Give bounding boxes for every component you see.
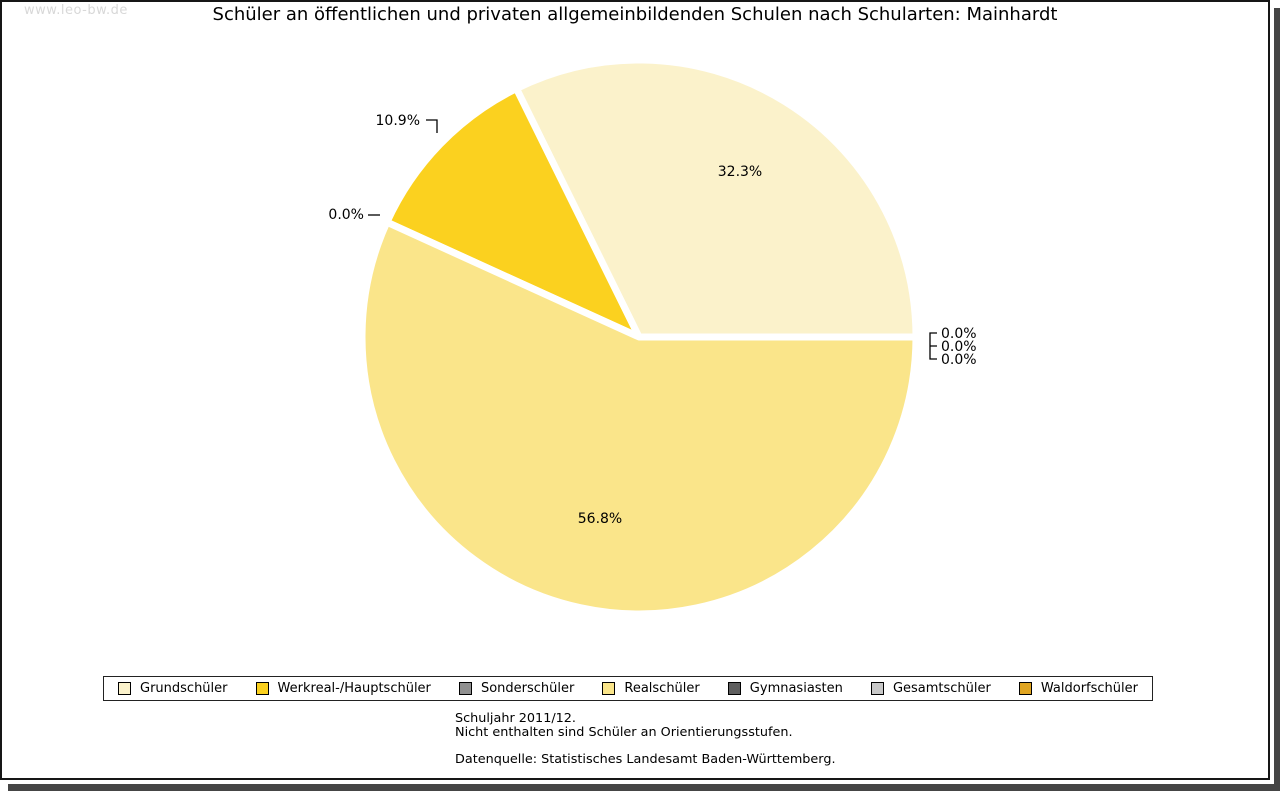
pie-slice-0 <box>512 56 920 341</box>
legend-item-1: Werkreal-/Hauptschüler <box>255 681 431 696</box>
slice-label-leader-1 <box>426 119 438 133</box>
slice-label-4: 0.0% <box>941 326 977 342</box>
zero-labels-bracket <box>929 332 937 360</box>
legend-item-6: Waldorfschüler <box>1018 681 1138 696</box>
slice-label-6: 0.0% <box>941 352 977 368</box>
legend-label-2: Sonderschüler <box>480 681 575 696</box>
legend-swatch-6 <box>1018 682 1032 695</box>
chart-title: Schüler an öffentlichen und privaten all… <box>212 4 1058 25</box>
footnote-schuljahr: Schuljahr 2011/12. <box>455 711 577 726</box>
footnote-orientierungsstufen: Nicht enthalten sind Schüler an Orientie… <box>455 724 793 740</box>
legend-label-1: Werkreal-/Hauptschüler <box>277 681 431 696</box>
legend-item-5: Gesamtschüler <box>870 681 991 696</box>
slice-label-0: 32.3% <box>718 164 762 180</box>
slice-label-2: 0.0% <box>328 207 364 223</box>
watermark: www.leo-bw.de <box>24 3 128 18</box>
legend-swatch-5 <box>870 682 884 695</box>
legend-item-0: Grundschüler <box>118 681 228 696</box>
legend-swatch-2 <box>458 682 472 695</box>
legend-label-4: Gymnasiasten <box>749 681 843 696</box>
pie-slice-3 <box>358 218 920 618</box>
legend-label-5: Gesamtschüler <box>892 681 991 696</box>
legend-label-6: Waldorfschüler <box>1040 681 1138 696</box>
legend-label-3: Realschüler <box>624 681 700 696</box>
legend-item-2: Sonderschüler <box>458 681 575 696</box>
legend-swatch-1 <box>255 682 269 695</box>
legend: Grundschüler Werkreal-/Hauptschüler Sonder… <box>103 676 1153 701</box>
legend-swatch-4 <box>727 682 741 695</box>
legend-label-0: Grundschüler <box>140 681 228 696</box>
legend-item-3: Realschüler <box>602 681 700 696</box>
legend-item-4: Gymnasiasten <box>727 681 843 696</box>
slice-label-5: 0.0% <box>941 339 977 355</box>
pie-slice-1 <box>383 85 643 341</box>
frame-shadow-bottom <box>8 784 1280 791</box>
footnotes: Schuljahr 2011/12. Nicht enthalten sind … <box>455 712 836 767</box>
data-source: Datenquelle: Statistisches Landesamt Bad… <box>455 752 836 768</box>
legend-swatch-3 <box>602 682 616 695</box>
slice-label-1: 10.9% <box>376 113 420 129</box>
frame-shadow-right <box>1274 8 1280 784</box>
slice-label-3: 56.8% <box>578 511 622 527</box>
legend-swatch-0 <box>118 682 131 695</box>
